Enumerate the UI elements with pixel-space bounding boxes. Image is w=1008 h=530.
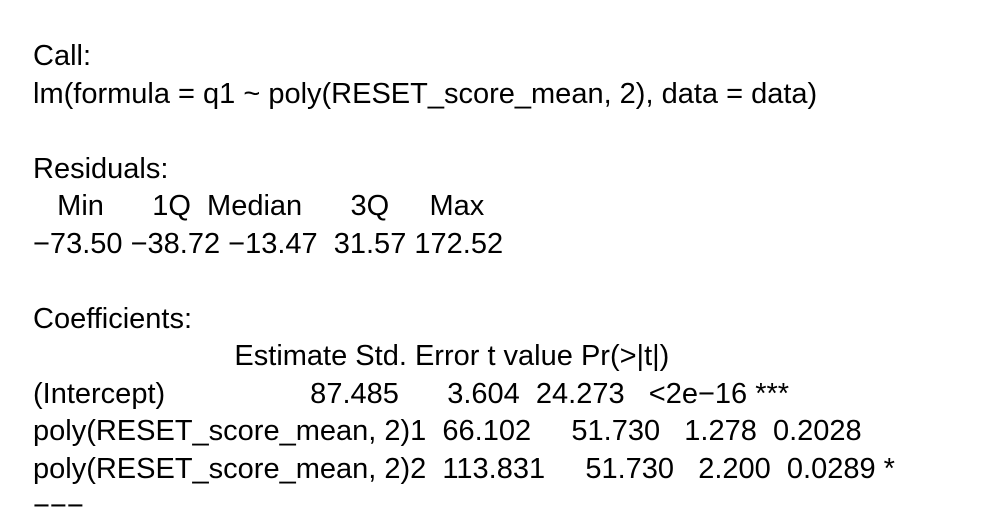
call-formula: lm(formula = q1 ~ poly(RESET_score_mean,…: [33, 77, 818, 110]
separator-line: −−−: [33, 490, 84, 522]
r-console-output: Call: lm(formula = q1 ~ poly(RESET_score…: [33, 38, 895, 526]
blank-line: [33, 263, 895, 301]
residuals-values: −73.50 −38.72 −13.47 31.57 172.52: [33, 227, 504, 260]
residuals-header: Min 1Q Median 3Q Max: [33, 190, 485, 222]
coefficient-row-poly2: poly(RESET_score_mean, 2)2 113.831 51.73…: [33, 452, 895, 485]
coefficient-row-poly1: poly(RESET_score_mean, 2)1 66.102 51.730…: [33, 415, 862, 447]
coefficients-header: Estimate Std. Error t value Pr(>|t|): [33, 340, 670, 372]
coefficients-heading: Coefficients:: [33, 302, 193, 335]
call-heading: Call:: [33, 40, 92, 72]
residuals-heading: Residuals:: [33, 152, 169, 185]
blank-line: [33, 113, 895, 151]
coefficient-row-intercept: (Intercept) 87.485 3.604 24.273 <2e−16 *…: [33, 377, 790, 410]
